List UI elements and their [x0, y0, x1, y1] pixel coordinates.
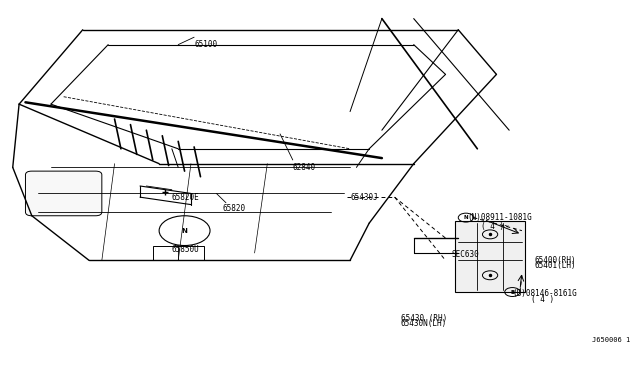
- Text: ( 4 ): ( 4 ): [531, 295, 555, 304]
- Text: 65430N(LH): 65430N(LH): [401, 319, 447, 328]
- Text: J650006 1: J650006 1: [592, 337, 630, 343]
- Text: ( 4 )~: ( 4 )~: [481, 222, 508, 231]
- Text: (N)08911-1081G: (N)08911-1081G: [468, 213, 532, 222]
- Text: 65400(RH): 65400(RH): [534, 256, 576, 265]
- Text: SEC630: SEC630: [452, 250, 479, 259]
- Text: 62840: 62840: [292, 163, 316, 172]
- Text: 65100: 65100: [194, 40, 217, 49]
- Text: (B)08146-8161G: (B)08146-8161G: [513, 289, 577, 298]
- Text: 65430 (RH): 65430 (RH): [401, 314, 447, 323]
- Bar: [153, 246, 204, 260]
- Text: N: N: [182, 228, 188, 234]
- Text: B: B: [510, 289, 515, 295]
- Text: 65430J: 65430J: [350, 193, 378, 202]
- Text: 65820E: 65820E: [172, 193, 200, 202]
- FancyBboxPatch shape: [455, 221, 525, 292]
- FancyBboxPatch shape: [26, 171, 102, 216]
- Text: N: N: [463, 215, 468, 220]
- Text: 65820: 65820: [223, 204, 246, 213]
- Text: 65401(LH): 65401(LH): [534, 262, 576, 270]
- Text: 65850U: 65850U: [172, 245, 200, 254]
